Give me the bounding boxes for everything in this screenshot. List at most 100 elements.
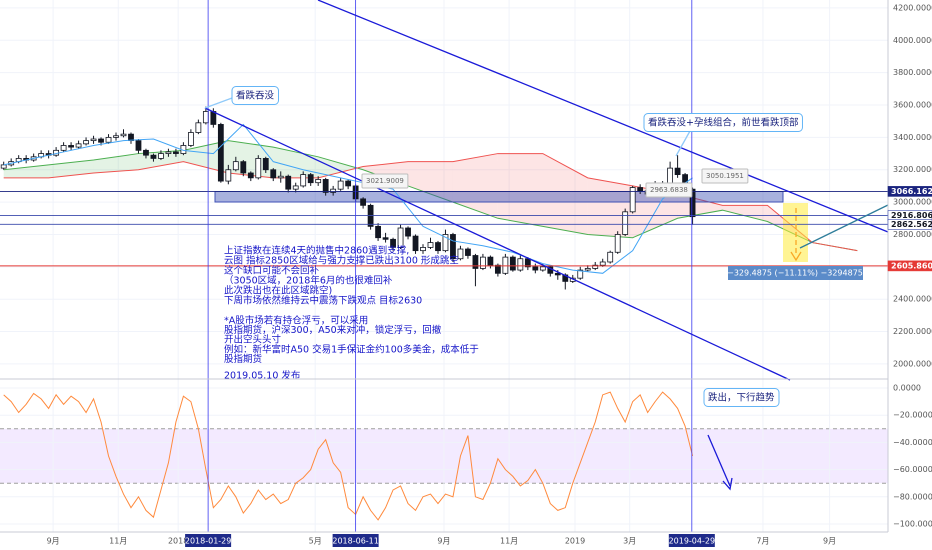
candle-body xyxy=(360,198,367,206)
y-tick-label: −20.0000 xyxy=(893,411,932,420)
candle-body xyxy=(247,172,254,179)
candle-body xyxy=(450,234,456,260)
y-tick-label: −60.0000 xyxy=(893,465,932,474)
candle-body xyxy=(622,211,629,235)
candle-body xyxy=(532,266,539,271)
note-line: 上证指数在连续4天的抛售中2860遇到支撑, xyxy=(224,245,409,257)
note-line: 开出空头头寸 xyxy=(224,334,282,346)
candle-body xyxy=(592,264,599,269)
price-label-bg xyxy=(887,219,932,230)
trend-line xyxy=(317,0,889,233)
x-tick-label: 2019 xyxy=(565,537,585,546)
trend-line xyxy=(799,204,889,249)
x-tick-label: 9月 xyxy=(823,537,836,546)
date-label-bg xyxy=(332,534,379,547)
note-line: 股指期货，沪深300，A50来对冲，锁定浮亏，回撤 xyxy=(224,324,442,336)
candle-body xyxy=(390,238,396,248)
price-tag: 3021.9009 xyxy=(366,177,404,185)
candle-body xyxy=(158,153,164,159)
arrowhead xyxy=(722,477,733,491)
note-line: 例如：新华富时A50 交易1手保证金约100多美金，成本低于 xyxy=(224,343,479,355)
note-line: 这个缺口可能不会回补 xyxy=(224,265,320,277)
candle-body xyxy=(105,136,112,143)
cloud-segment xyxy=(587,177,633,238)
candle-body xyxy=(90,138,97,142)
conversion-line xyxy=(3,123,693,274)
candle-body xyxy=(375,225,381,239)
candle-body xyxy=(292,185,299,190)
candle-body xyxy=(240,161,247,174)
candle-body xyxy=(187,132,194,146)
y-tick-label: 2000.0000 xyxy=(893,359,932,368)
candle-body xyxy=(307,174,314,184)
candle-body xyxy=(427,242,434,248)
price-label-bg xyxy=(887,260,932,272)
measure-arrowhead xyxy=(790,251,802,262)
candle-body xyxy=(60,145,67,151)
callout-box xyxy=(703,388,780,407)
candle-body xyxy=(210,111,217,125)
candle-body xyxy=(584,268,591,271)
cloud-segment xyxy=(228,140,274,178)
candle-body xyxy=(442,234,449,252)
candle-body xyxy=(509,256,516,271)
candle-body xyxy=(68,145,74,148)
y-tick-label: 3600.0000 xyxy=(893,101,932,110)
candle-body xyxy=(539,266,546,271)
candle-body xyxy=(225,169,232,182)
candle-body xyxy=(232,161,239,171)
candle-body xyxy=(0,164,7,169)
candle-body xyxy=(135,140,142,151)
x-tick-label: 2018 xyxy=(168,537,188,546)
price-label-bg xyxy=(887,186,932,197)
candle-body xyxy=(405,227,411,237)
price-tag: 2963.6838 xyxy=(650,186,688,194)
y-tick-label: 0.0000 xyxy=(893,384,921,393)
y-tick-label: 4000.0000 xyxy=(893,36,932,45)
candle-body xyxy=(330,188,337,193)
candle-body xyxy=(202,111,209,124)
price-tag: 3050.1951 xyxy=(706,172,744,180)
drawings xyxy=(204,0,889,491)
candle-body xyxy=(98,138,104,143)
x-tick-label: 9月 xyxy=(47,537,60,546)
cloud-segment xyxy=(497,153,543,227)
measure-label: −329.4875 (−11.11%) −3294875 xyxy=(727,269,863,278)
callout-leader xyxy=(204,97,233,109)
candle-body xyxy=(457,248,464,260)
date-label: 2018-01-29 xyxy=(185,537,232,546)
candle-body xyxy=(255,158,262,179)
candle-body xyxy=(480,256,486,269)
price-tag-box xyxy=(645,182,693,198)
callout-box xyxy=(231,86,280,105)
price-tag-box xyxy=(361,173,409,189)
candle-body xyxy=(435,242,441,252)
callout: 看跌吞没 xyxy=(236,90,275,102)
candle-body xyxy=(173,151,179,154)
note-line: （3050区域，2018年6月的也很难回补 xyxy=(224,275,393,287)
x-tick-label: 9月 xyxy=(437,537,450,546)
candle-body xyxy=(412,235,419,252)
callout-box xyxy=(643,113,803,132)
candle-body xyxy=(472,255,479,269)
candle-body xyxy=(337,180,344,190)
candle-body xyxy=(599,261,606,266)
cloud-segment xyxy=(542,153,588,235)
candle-body xyxy=(554,272,561,276)
date-label: 2018-06-11 xyxy=(332,537,379,546)
candle-body xyxy=(345,180,352,187)
candle-body xyxy=(502,256,509,274)
candle-body xyxy=(315,179,322,184)
candle-body xyxy=(195,122,202,133)
arrow xyxy=(707,434,731,487)
measure-label-bg xyxy=(728,266,863,280)
candle-body xyxy=(120,133,127,137)
price-label: 2605.8604 xyxy=(891,261,932,270)
callouts: 看跌吞没 看跌吞没+孕线组合，前世看跌顶部 跌出，下行趋势 3021.9009 … xyxy=(231,86,803,407)
candle-body xyxy=(674,167,681,175)
callout: 看跌吞没+孕线组合，前世看跌顶部 xyxy=(648,117,798,129)
callout-leader xyxy=(675,130,691,157)
cloud-segment xyxy=(318,156,364,178)
